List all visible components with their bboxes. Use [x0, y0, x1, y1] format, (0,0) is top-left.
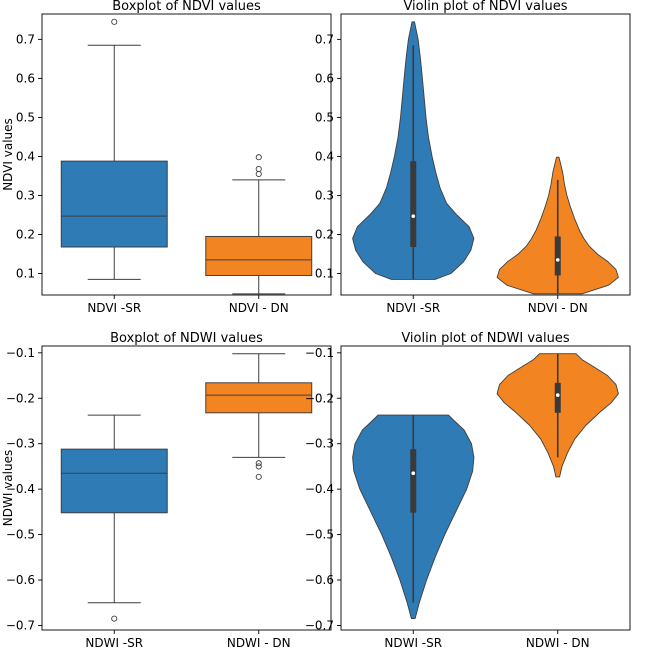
y-tick-label: −0.2 [305, 391, 334, 405]
x-tick-label: NDWI -SR [85, 636, 143, 649]
y-tick-label: 0.4 [16, 149, 35, 163]
outlier-point [255, 165, 262, 172]
outlier-point [111, 615, 118, 622]
y-tick-label: 0.2 [16, 228, 35, 242]
x-tick-label: NDVI -SR [386, 301, 440, 315]
violin-ndwi-dn [496, 353, 619, 478]
x-tick-label: NDVI - DN [229, 301, 289, 315]
x-tick-label: NDWI - DN [227, 636, 291, 649]
y-tick-label: −0.7 [305, 618, 334, 632]
y-tick-label: −0.6 [6, 573, 35, 587]
y-tick-label: 0.1 [16, 267, 35, 281]
y-tick-label: 0.6 [16, 71, 35, 85]
y-tick-label: 0.5 [315, 110, 334, 124]
axes-frame [41, 13, 332, 296]
violin-ndwi-sr [352, 414, 475, 620]
violin-iqr-bar [554, 382, 561, 413]
violin-median-dot [555, 258, 560, 262]
box-iqr [205, 382, 313, 414]
box-ndwi-dn [205, 353, 313, 480]
x-tick-label: NDVI -SR [87, 301, 141, 315]
y-tick-label: −0.6 [305, 573, 334, 587]
violin-median-dot [411, 471, 416, 476]
box-ndwi-sr [60, 414, 168, 622]
y-tick-label: 0.2 [315, 228, 334, 242]
panel-3: Boxplot of NDWI values NDWI values −0.1 −0.… [1, 331, 332, 649]
y-tick-label: −0.1 [305, 346, 334, 360]
violin-iqr-bar [554, 236, 561, 276]
box-iqr [60, 160, 168, 248]
y-tick-label: −0.2 [6, 391, 35, 405]
y-tick-label: −0.5 [305, 528, 334, 542]
box-ndvi-dn [205, 154, 313, 295]
y-axis-label: NDWI values [1, 450, 15, 526]
panel-2: Violin plot of NDVI values 0.1 0.2 0.3 0.4 0.… [315, 0, 631, 315]
y-tick-label: 0.3 [16, 188, 35, 202]
y-tick-label: 0.5 [16, 110, 35, 124]
axes-frame [41, 345, 332, 631]
outlier-point [255, 460, 262, 467]
panel-4: Violin plot of NDWI values −0.1 −0.2 −0.3 −0… [305, 331, 631, 649]
x-tick-label: NDWI - DN [526, 636, 590, 649]
y-tick-label: −0.7 [6, 618, 35, 632]
violin-ndvi-dn [496, 156, 619, 295]
y-tick-label: 0.1 [315, 267, 334, 281]
y-tick-label: 0.3 [315, 188, 334, 202]
y-tick-label: −0.4 [6, 482, 35, 496]
violin-median-dot [411, 214, 416, 218]
panel-title: Violin plot of NDVI values [403, 0, 567, 14]
y-tick-label: 0.6 [315, 71, 334, 85]
y-tick-label: −0.3 [305, 437, 334, 451]
outlier-point [111, 18, 118, 25]
y-tick-label: 0.4 [315, 149, 334, 163]
box-iqr [60, 448, 168, 514]
panel-1: Boxplot of NDVI values NDVI values 0.1 0.2 0… [1, 0, 332, 315]
outlier-point [255, 463, 262, 470]
y-tick-label: −0.4 [305, 482, 334, 496]
outlier-point [255, 473, 262, 480]
y-tick-label: −0.1 [6, 346, 35, 360]
violin-iqr-bar [410, 161, 417, 247]
panel-title: Boxplot of NDWI values [110, 331, 263, 346]
y-tick-label: 0.7 [16, 32, 35, 46]
axes-frame [340, 13, 631, 296]
outlier-point [255, 170, 262, 178]
box-ndvi-sr [60, 18, 168, 280]
violin-ndvi-sr [352, 21, 475, 280]
violin-iqr-bar [410, 449, 417, 513]
violin-median-dot [555, 393, 560, 397]
axes-frame [340, 345, 631, 631]
box-iqr [205, 235, 313, 276]
y-axis-label: NDVI values [1, 118, 15, 191]
x-tick-label: NDVI - DN [528, 301, 588, 315]
y-tick-label: 0.7 [315, 32, 334, 46]
y-tick-label: −0.5 [6, 528, 35, 542]
outlier-point [255, 154, 262, 161]
x-tick-label: NDWI -SR [384, 636, 442, 649]
y-tick-label: −0.3 [6, 437, 35, 451]
panel-title: Boxplot of NDVI values [112, 0, 261, 14]
panel-title: Violin plot of NDWI values [401, 331, 570, 346]
